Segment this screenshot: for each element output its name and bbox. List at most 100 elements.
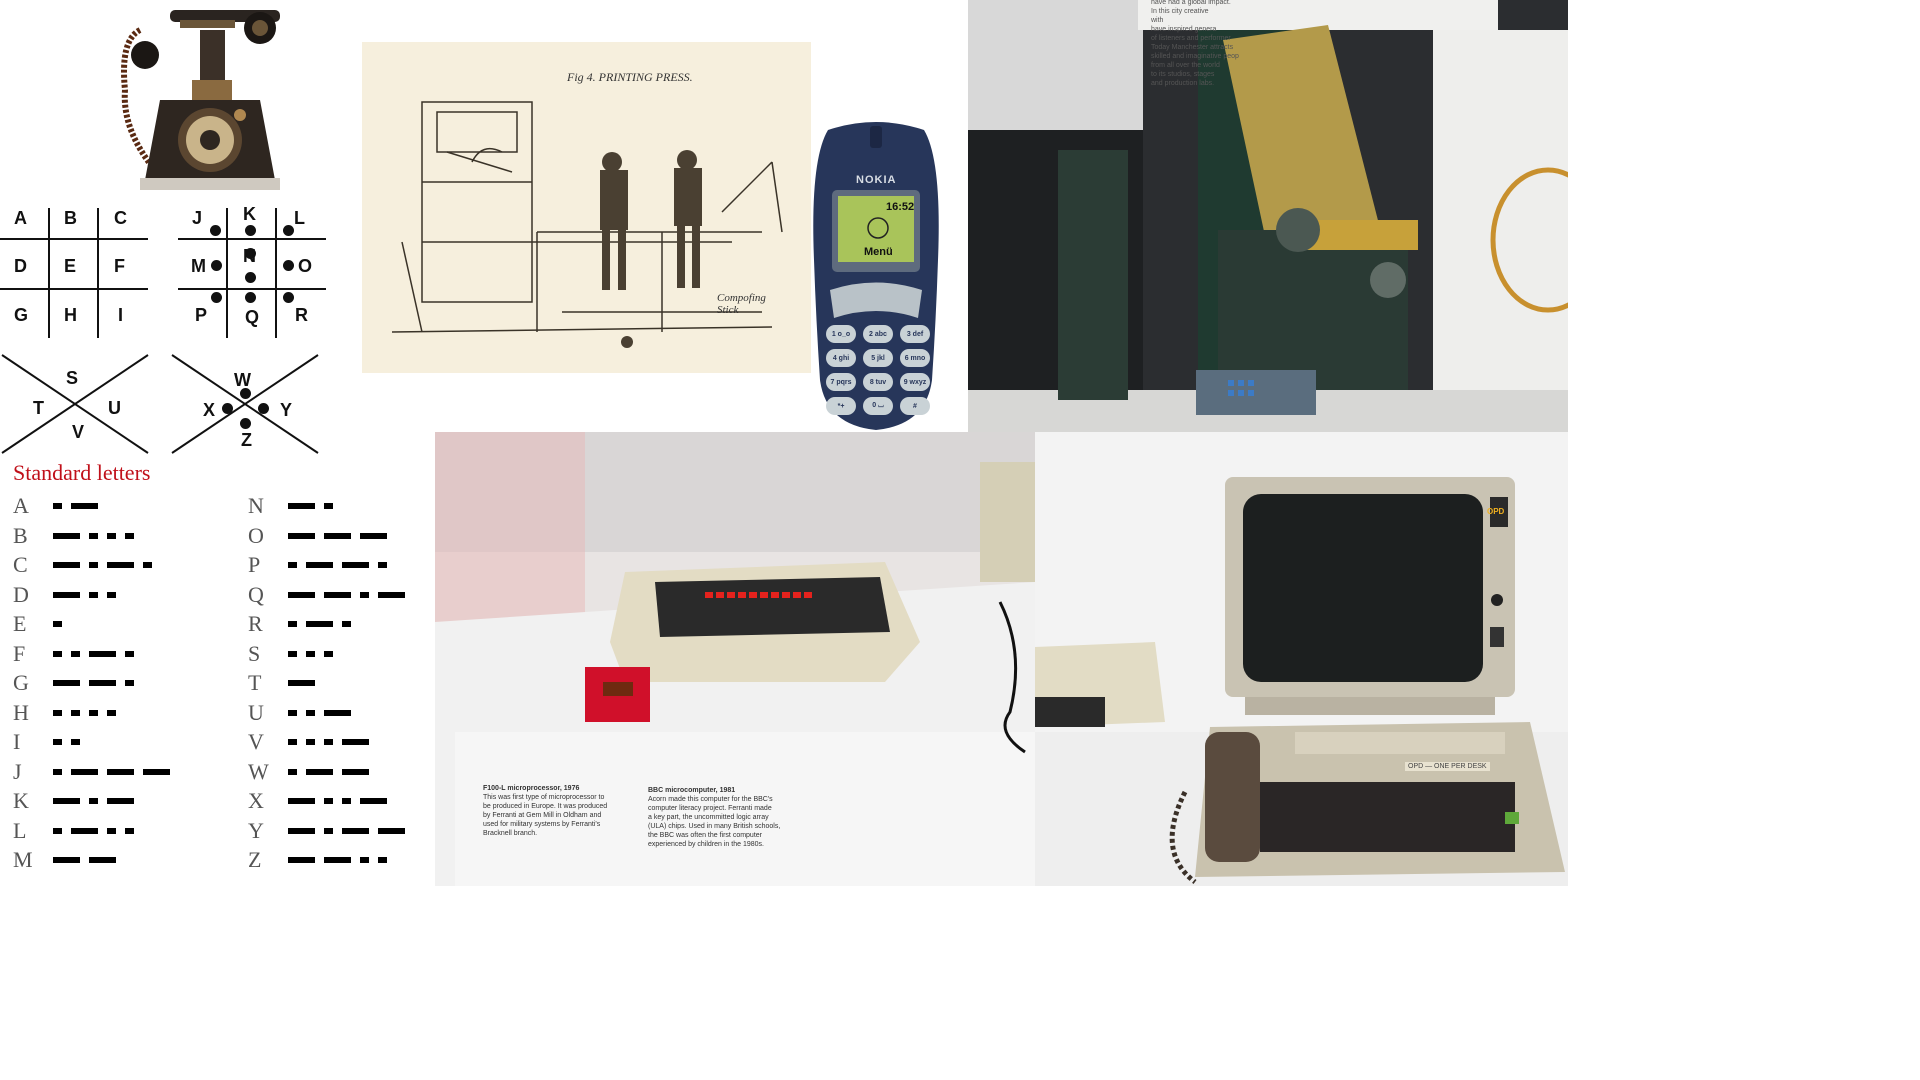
morse-letter: B — [13, 522, 28, 548]
morse-letter: K — [13, 788, 29, 813]
morse-dot — [53, 768, 62, 775]
morse-dot — [107, 532, 116, 539]
morse-dot — [378, 857, 387, 863]
pigpen-letter: J — [192, 208, 203, 228]
pigpen-letter: E — [64, 256, 77, 276]
morse-row: Y — [248, 817, 405, 845]
caption-line: a key part, the uncommitted logic array — [648, 814, 769, 821]
morse-letter: M — [13, 847, 33, 872]
pigpen-letter: F — [114, 256, 125, 276]
morse-dash — [324, 709, 351, 716]
pigpen-letter: O — [298, 256, 313, 276]
morse-letter: S — [248, 640, 261, 666]
morse-dash — [378, 827, 405, 834]
pigpen-letter: L — [294, 208, 305, 228]
morse-row: H — [13, 699, 116, 727]
morse-code-symbols — [53, 827, 134, 834]
morse-dot — [324, 827, 333, 834]
morse-dash — [324, 857, 351, 863]
morse-dot — [288, 709, 297, 716]
morse-row: J — [13, 758, 170, 786]
morse-dot — [324, 503, 333, 509]
pigpen-letter: T — [33, 398, 44, 418]
morse-dot — [107, 709, 116, 716]
morse-dash — [360, 798, 387, 804]
morse-code-symbols — [288, 768, 369, 775]
morse-dash — [306, 621, 333, 627]
pigpen-letter: W — [234, 370, 251, 390]
morse-dot — [107, 827, 116, 834]
nokia-brand: NOKIA — [856, 174, 897, 186]
morse-code-symbols — [288, 827, 405, 834]
wall-text-line: from all over the world — [1151, 62, 1220, 69]
wall-text-line: skilled and imaginative peop — [1151, 53, 1239, 60]
morse-code-symbols — [53, 798, 134, 804]
morse-code-symbols — [288, 591, 405, 598]
nokia-key: 0 ⌴ — [863, 397, 893, 415]
morse-dot — [360, 591, 369, 598]
morse-code-symbols — [288, 650, 333, 657]
morse-dash — [378, 591, 405, 598]
caption-line: Bracknell branch. — [483, 830, 538, 837]
caption-line: be produced in Europe. It was produced — [483, 803, 608, 810]
morse-letter: P — [248, 552, 261, 577]
morse-code-symbols — [288, 562, 387, 568]
morse-row: E — [13, 610, 62, 638]
nokia-key: 6 mno — [900, 349, 930, 367]
morse-code-symbols — [53, 650, 134, 657]
morse-dash — [288, 798, 315, 804]
morse-dot — [288, 650, 297, 657]
pigpen-letter: K — [243, 204, 256, 224]
morse-letter: T — [248, 670, 262, 695]
morse-letter: I — [13, 729, 21, 754]
morse-letter: Y — [248, 817, 264, 843]
morse-dash — [53, 857, 80, 863]
morse-dash — [288, 503, 315, 509]
morse-dot — [324, 798, 333, 804]
morse-code-symbols — [288, 503, 333, 509]
morse-dash — [306, 768, 333, 775]
morse-dot — [89, 591, 98, 598]
morse-dash — [306, 562, 333, 568]
morse-dash — [71, 503, 98, 509]
morse-letter: O — [248, 522, 264, 548]
morse-dot — [125, 680, 134, 686]
pigpen-letter: N — [243, 246, 256, 266]
morse-dash — [143, 768, 170, 775]
antique-telephone-image — [100, 0, 290, 195]
morse-dot — [288, 739, 297, 745]
morse-letter: E — [13, 611, 27, 636]
wall-text-line: with — [1151, 17, 1164, 24]
opd-badge: OPD — [1487, 507, 1505, 516]
morse-letter: Q — [248, 581, 264, 607]
morse-dash — [53, 532, 80, 539]
pigpen-letter: A — [14, 208, 27, 228]
opd-computer-photo: OPD OPD — ONE PER DESK — [1035, 432, 1568, 886]
morse-row: A — [13, 492, 98, 520]
morse-row: V — [248, 728, 369, 756]
wall-text-line: have had a global impact. — [1151, 0, 1231, 6]
morse-dot — [306, 709, 315, 716]
morse-dot — [71, 709, 80, 716]
morse-row: M — [13, 846, 116, 874]
morse-row: B — [13, 522, 134, 550]
morse-code-symbols — [53, 562, 152, 568]
morse-letter: H — [13, 699, 29, 725]
nokia-3310-image: NOKIA 16:52 Menü 1 o_o 2 abc 3 def 4 ghi 5 j… — [808, 120, 944, 432]
morse-code-symbols — [53, 739, 80, 745]
caption-line: the BBC was often the first computer — [648, 832, 762, 839]
morse-dash — [107, 798, 134, 804]
morse-dot — [53, 650, 62, 657]
morse-code-symbols — [53, 591, 116, 598]
caption-line: experienced by children in the 1980s. — [648, 841, 764, 848]
bbc-micro-exhibit-photo: F100-L microprocessor, 1976 This was fir… — [435, 432, 1035, 886]
morse-dot — [288, 621, 297, 627]
morse-row: G — [13, 669, 134, 697]
morse-row: R — [248, 610, 351, 638]
morse-dash — [342, 827, 369, 834]
morse-dash — [53, 591, 80, 598]
caption-line: Acorn made this computer for the BBC's — [648, 796, 773, 803]
morse-row: I — [13, 728, 80, 756]
caption-line: used for military systems by Ferranti's — [483, 821, 601, 828]
